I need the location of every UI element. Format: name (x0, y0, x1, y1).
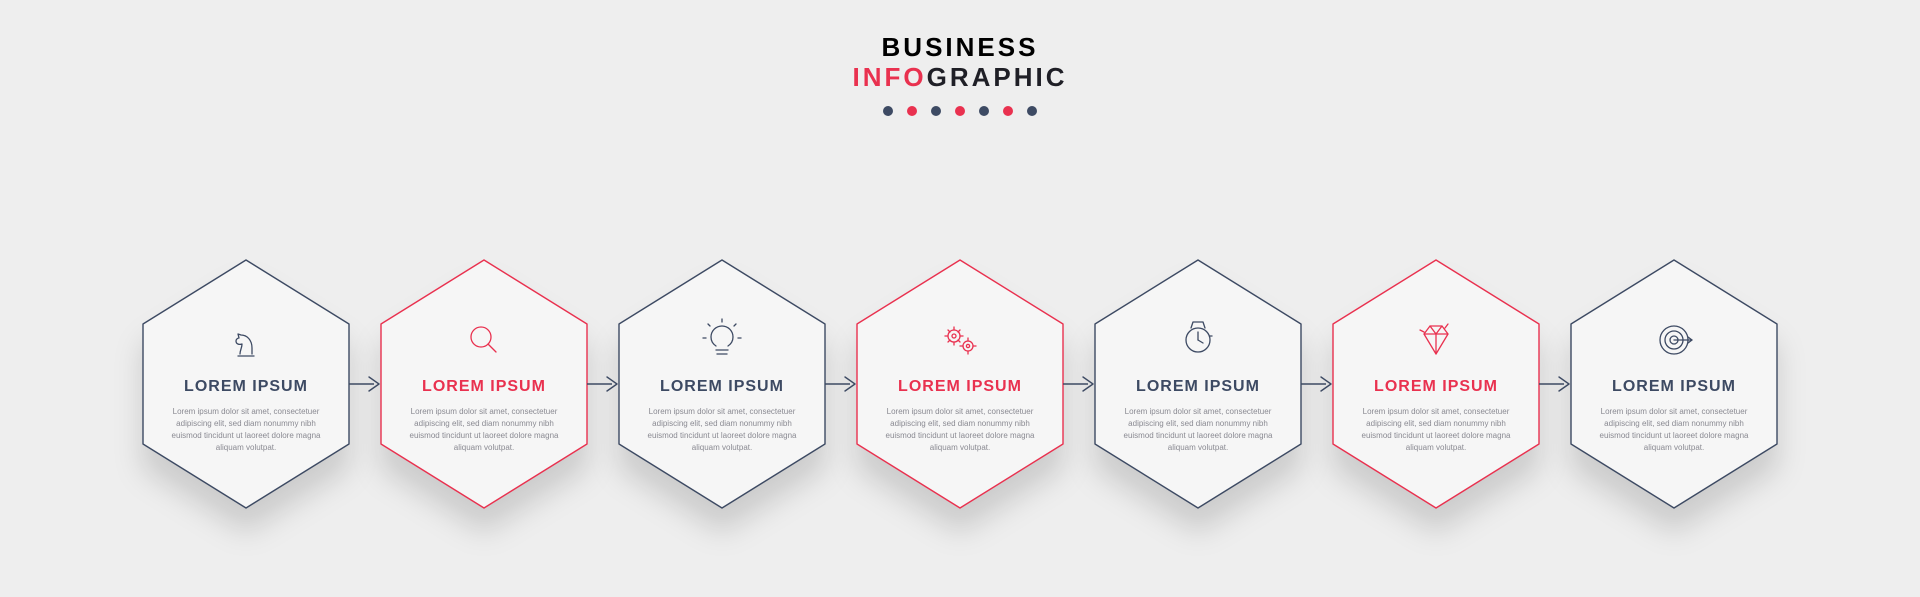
title-line1: BUSINESS (882, 32, 1039, 62)
title-line2-accent: INFO (852, 62, 926, 92)
title-line2-rest: GRAPHIC (927, 62, 1068, 92)
header-dot (955, 106, 965, 116)
step-title: LOREM IPSUM (1136, 378, 1260, 396)
step-title: LOREM IPSUM (1612, 378, 1736, 396)
step-2: LOREM IPSUM Lorem ipsum dolor sit amet, … (369, 254, 599, 514)
step-5: LOREM IPSUM Lorem ipsum dolor sit amet, … (1083, 254, 1313, 514)
header-dot (979, 106, 989, 116)
arrow-connector (823, 170, 859, 597)
step-body: Lorem ipsum dolor sit amet, consectetuer… (171, 406, 321, 454)
step-body: Lorem ipsum dolor sit amet, consectetuer… (647, 406, 797, 454)
step-7: LOREM IPSUM Lorem ipsum dolor sit amet, … (1559, 254, 1789, 514)
arrow-connector (585, 170, 621, 597)
step-body: Lorem ipsum dolor sit amet, consectetuer… (1599, 406, 1749, 454)
step-title: LOREM IPSUM (660, 378, 784, 396)
step-title: LOREM IPSUM (1374, 378, 1498, 396)
chess-knight-icon (224, 314, 268, 366)
step-1: LOREM IPSUM Lorem ipsum dolor sit amet, … (131, 254, 361, 514)
arrow-connector (1061, 170, 1097, 597)
header-dots (0, 106, 1920, 116)
step-body: Lorem ipsum dolor sit amet, consectetuer… (885, 406, 1035, 454)
step-title: LOREM IPSUM (898, 378, 1022, 396)
watch-icon (1176, 314, 1220, 366)
hexagon-content: LOREM IPSUM Lorem ipsum dolor sit amet, … (871, 292, 1049, 476)
hexagon-content: LOREM IPSUM Lorem ipsum dolor sit amet, … (1585, 292, 1763, 476)
hexagon-content: LOREM IPSUM Lorem ipsum dolor sit amet, … (395, 292, 573, 476)
arrow-connector (347, 170, 383, 597)
arrow-connector (1537, 170, 1573, 597)
header-dot (907, 106, 917, 116)
hexagon-content: LOREM IPSUM Lorem ipsum dolor sit amet, … (1109, 292, 1287, 476)
step-3: LOREM IPSUM Lorem ipsum dolor sit amet, … (607, 254, 837, 514)
hexagon-content: LOREM IPSUM Lorem ipsum dolor sit amet, … (157, 292, 335, 476)
page-header: BUSINESS INFOGRAPHIC (0, 32, 1920, 116)
target-icon (1652, 314, 1696, 366)
magnifier-icon (462, 314, 506, 366)
header-dot (1027, 106, 1037, 116)
arrow-connector (1299, 170, 1335, 597)
step-body: Lorem ipsum dolor sit amet, consectetuer… (1361, 406, 1511, 454)
header-dot (883, 106, 893, 116)
header-dot (1003, 106, 1013, 116)
diamond-icon (1414, 314, 1458, 366)
hexagon-row: LOREM IPSUM Lorem ipsum dolor sit amet, … (0, 170, 1920, 597)
step-title: LOREM IPSUM (422, 378, 546, 396)
step-title: LOREM IPSUM (184, 378, 308, 396)
step-body: Lorem ipsum dolor sit amet, consectetuer… (409, 406, 559, 454)
gears-icon (938, 314, 982, 366)
infographic-stage: LOREM IPSUM Lorem ipsum dolor sit amet, … (0, 170, 1920, 597)
lightbulb-icon (700, 314, 744, 366)
step-body: Lorem ipsum dolor sit amet, consectetuer… (1123, 406, 1273, 454)
hexagon-content: LOREM IPSUM Lorem ipsum dolor sit amet, … (633, 292, 811, 476)
hexagon-content: LOREM IPSUM Lorem ipsum dolor sit amet, … (1347, 292, 1525, 476)
page-title: BUSINESS INFOGRAPHIC (0, 32, 1920, 92)
header-dot (931, 106, 941, 116)
step-6: LOREM IPSUM Lorem ipsum dolor sit amet, … (1321, 254, 1551, 514)
step-4: LOREM IPSUM Lorem ipsum dolor sit amet, … (845, 254, 1075, 514)
